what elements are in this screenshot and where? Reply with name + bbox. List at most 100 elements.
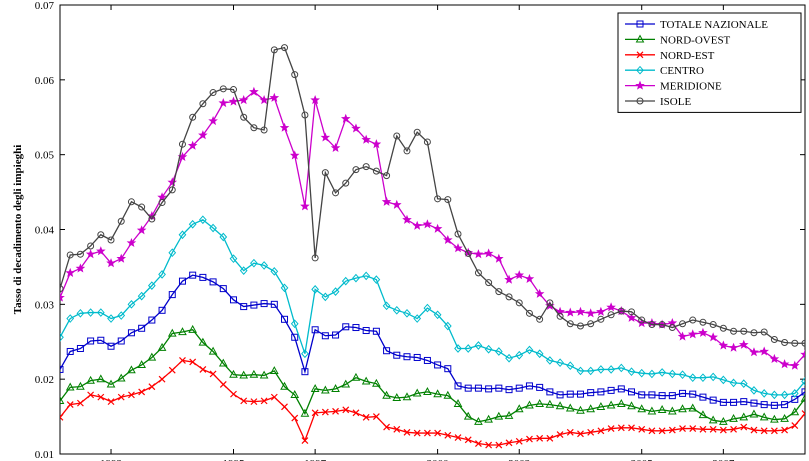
data-point: [494, 347, 503, 356]
data-point: [372, 378, 381, 387]
data-point: [587, 428, 595, 436]
data-point: [86, 375, 95, 384]
data-point: [607, 365, 615, 374]
data-point: [403, 353, 411, 361]
data-point: [444, 196, 452, 204]
data-point: [412, 388, 422, 397]
data-point: [648, 391, 656, 399]
data-point: [464, 344, 473, 353]
data-point: [585, 308, 596, 318]
data-point: [158, 199, 166, 207]
data-point: [505, 386, 513, 394]
data-point: [709, 396, 717, 404]
data-point: [555, 401, 565, 410]
x-tick-label: 1992: [100, 458, 122, 461]
data-point: [281, 403, 288, 411]
data-point: [738, 339, 749, 349]
data-point: [168, 186, 176, 194]
data-point: [648, 321, 656, 329]
data-point: [536, 434, 544, 442]
data-point: [689, 390, 697, 398]
data-point: [189, 358, 197, 366]
data-point: [729, 378, 738, 388]
data-point: [658, 392, 666, 400]
data-point: [87, 242, 95, 250]
data-point: [606, 302, 616, 312]
y-tick-label: 0.02: [35, 374, 54, 386]
data-point: [556, 358, 564, 368]
data-point: [800, 349, 805, 359]
data-point: [689, 425, 697, 432]
data-point: [423, 138, 431, 146]
data-point: [107, 398, 115, 406]
data-point: [270, 46, 278, 54]
data-point: [352, 166, 360, 174]
data-point: [709, 425, 717, 433]
data-point: [279, 122, 290, 132]
data-point: [729, 413, 738, 422]
data-point: [760, 389, 769, 398]
data-point: [525, 309, 533, 317]
data-point: [658, 368, 666, 377]
data-point: [270, 267, 279, 276]
data-point: [311, 285, 320, 294]
data-point: [565, 403, 575, 412]
data-point: [545, 356, 554, 365]
data-point: [259, 95, 269, 105]
data-point: [606, 400, 616, 409]
data-point: [208, 346, 218, 355]
data-point: [168, 366, 176, 374]
data-point: [96, 374, 106, 383]
data-point: [637, 368, 646, 378]
data-point: [403, 147, 411, 155]
data-point: [730, 398, 738, 406]
y-tick-label: 0.04: [35, 225, 55, 237]
data-point: [423, 303, 432, 313]
data-point: [454, 344, 462, 353]
data-point: [209, 223, 217, 233]
data-point: [780, 413, 789, 422]
data-point: [198, 130, 208, 140]
data-point: [413, 314, 422, 323]
data-point: [413, 429, 421, 437]
data-point: [485, 441, 493, 449]
data-point: [677, 331, 688, 341]
data-point: [485, 385, 493, 393]
data-point: [148, 383, 156, 391]
data-point: [66, 401, 74, 409]
data-point: [638, 425, 646, 433]
data-point: [127, 329, 135, 337]
data-point: [801, 339, 805, 347]
data-point: [178, 140, 186, 148]
data-point: [505, 353, 513, 363]
series-nord-ovest: [60, 324, 805, 425]
data-point: [209, 278, 217, 286]
data-point: [116, 253, 127, 263]
data-point: [576, 366, 585, 376]
data-point: [546, 299, 554, 307]
data-point: [60, 365, 64, 373]
data-point: [484, 414, 493, 423]
data-point: [219, 285, 227, 293]
data-point: [107, 236, 115, 244]
data-point: [240, 303, 248, 311]
data-point: [332, 407, 339, 415]
legend: TOTALE NAZIONALE NORD-OVEST NORD-EST CENTRO…: [617, 12, 802, 113]
data-point: [128, 391, 135, 399]
data-point: [340, 113, 351, 123]
data-point: [96, 308, 105, 317]
data-point: [524, 273, 535, 283]
data-point: [423, 387, 432, 395]
data-point: [75, 263, 86, 273]
data-point: [526, 435, 533, 443]
data-point: [342, 406, 350, 414]
data-point: [250, 124, 258, 132]
data-point: [770, 401, 778, 409]
data-point: [434, 195, 442, 203]
data-point: [403, 308, 411, 318]
data-point: [351, 372, 361, 381]
data-point: [158, 306, 166, 314]
data-point: [372, 413, 380, 421]
data-point: [106, 258, 116, 268]
data-point: [800, 393, 805, 402]
